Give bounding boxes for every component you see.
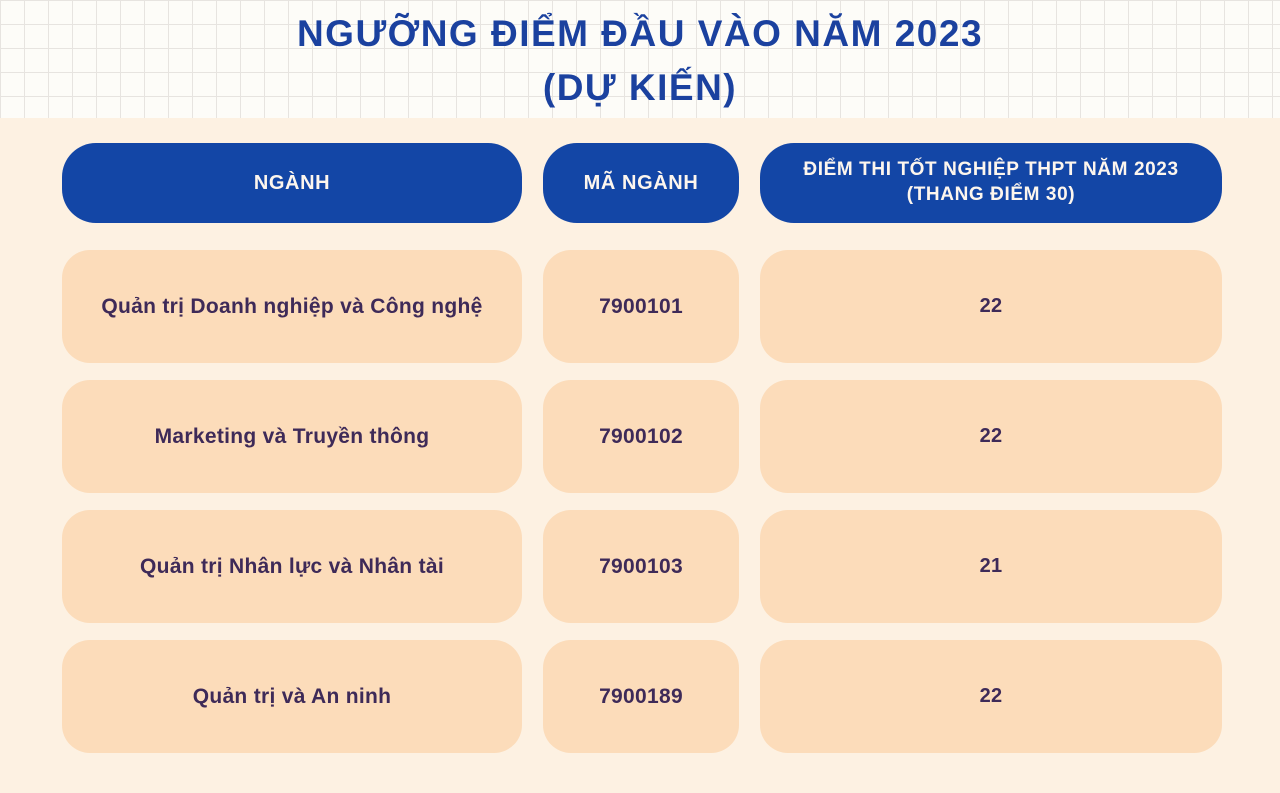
major-code: 7900101 — [599, 294, 683, 318]
major-code: 7900189 — [599, 684, 683, 708]
table-body: Quản trị Doanh nghiệp và Công nghệ 79001… — [62, 250, 1222, 753]
table-row-2-score-cell: 22 — [760, 380, 1222, 493]
column-header-code-label: MÃ NGÀNH — [583, 172, 699, 194]
column-header-major: NGÀNH — [62, 143, 522, 223]
major-code: 7900103 — [599, 554, 683, 578]
score-value: 21 — [979, 555, 1003, 577]
score-value: 22 — [979, 685, 1003, 707]
major-name: Quản trị Doanh nghiệp và Công nghệ — [101, 294, 483, 318]
major-name: Marketing và Truyền thông — [154, 424, 430, 448]
table-row-3-score-cell: 21 — [760, 510, 1222, 623]
column-header-score: ĐIỂM THI TỐT NGHIỆP THPT NĂM 2023 (THANG… — [760, 143, 1222, 223]
table-row-1-code-cell: 7900101 — [543, 250, 739, 363]
table-section: NGÀNH MÃ NGÀNH ĐIỂM THI TỐT NGHIỆP THPT … — [0, 118, 1280, 793]
table-row-2-code-cell: 7900102 — [543, 380, 739, 493]
table-row-3-major-cell: Quản trị Nhân lực và Nhân tài — [62, 510, 522, 623]
major-name: Quản trị Nhân lực và Nhân tài — [140, 554, 444, 578]
page-title-line1: NGƯỠNG ĐIỂM ĐẦU VÀO NĂM 2023 — [296, 13, 984, 55]
table-row-1-score-cell: 22 — [760, 250, 1222, 363]
table-row-3-code-cell: 7900103 — [543, 510, 739, 623]
score-value: 22 — [979, 295, 1003, 317]
table-row-2-major-cell: Marketing và Truyền thông — [62, 380, 522, 493]
major-name: Quản trị và An ninh — [192, 684, 392, 708]
major-code: 7900102 — [599, 424, 683, 448]
column-header-score-line1: ĐIỂM THI TỐT NGHIỆP THPT NĂM 2023 — [803, 159, 1179, 181]
column-header-major-label: NGÀNH — [253, 172, 331, 194]
score-value: 22 — [979, 425, 1003, 447]
page-title-line2: (DỰ KIẾN) — [542, 67, 738, 108]
column-header-score-line2: (THANG ĐIỂM 30) — [906, 184, 1076, 205]
column-header-code: MÃ NGÀNH — [543, 143, 739, 223]
table-row-4-major-cell: Quản trị và An ninh — [62, 640, 522, 753]
table-row-4-score-cell: 22 — [760, 640, 1222, 753]
grid-paper-header-band: NGƯỠNG ĐIỂM ĐẦU VÀO NĂM 2023 (DỰ KIẾN) — [0, 0, 1280, 118]
score-table: NGÀNH MÃ NGÀNH ĐIỂM THI TỐT NGHIỆP THPT … — [62, 143, 1222, 753]
table-header-row: NGÀNH MÃ NGÀNH ĐIỂM THI TỐT NGHIỆP THPT … — [62, 143, 1222, 223]
table-row-1-major-cell: Quản trị Doanh nghiệp và Công nghệ — [62, 250, 522, 363]
table-row-4-code-cell: 7900189 — [543, 640, 739, 753]
